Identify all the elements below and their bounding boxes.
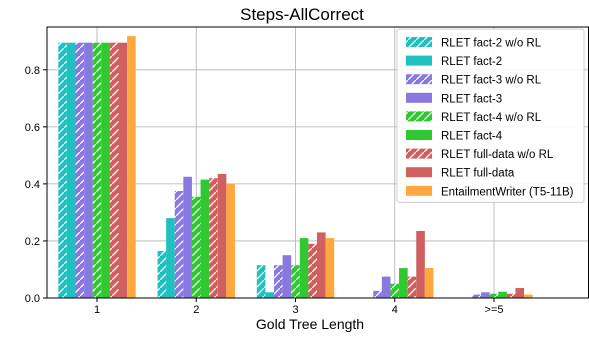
- legend-swatch-hatch: [406, 74, 432, 85]
- bar: [498, 291, 507, 298]
- legend-swatch: [406, 185, 432, 196]
- x-tick-label: 4: [392, 304, 398, 316]
- bar-hatch: [209, 178, 218, 298]
- legend-swatch: [406, 92, 432, 103]
- bar: [217, 173, 227, 298]
- bar: [66, 42, 76, 299]
- bar-hatch: [274, 265, 283, 298]
- bar-hatch: [75, 42, 85, 299]
- legend-label: RLET fact-3 w/o RL: [441, 75, 542, 87]
- bar-hatch: [174, 191, 184, 298]
- bar-hatch: [157, 250, 167, 298]
- y-tick-label: 0.8: [25, 65, 40, 77]
- bar: [166, 218, 175, 298]
- bar: [399, 268, 408, 298]
- chart-title: Steps-AllCorrect: [240, 5, 364, 24]
- bar-hatch: [191, 196, 201, 298]
- bar-hatch: [308, 243, 317, 298]
- bar-hatch: [506, 293, 516, 298]
- bar-hatch: [58, 42, 67, 299]
- legend-label: RLET fact-4 w/o RL: [441, 112, 542, 124]
- legend-label: RLET full-data: [441, 168, 515, 180]
- x-axis-label: Gold Tree Length: [256, 316, 364, 332]
- bar: [265, 292, 274, 298]
- bar-hatch: [291, 265, 300, 298]
- bar: [515, 288, 525, 298]
- y-tick-label: 0.6: [25, 122, 40, 134]
- legend-label: EntailmentWriter (T5-11B): [441, 186, 574, 198]
- bar: [524, 294, 533, 298]
- legend-label: RLET full-data w/o RL: [441, 149, 554, 161]
- bar: [481, 292, 490, 298]
- bar: [226, 183, 235, 298]
- bar-hatch: [373, 290, 382, 298]
- bar: [101, 42, 110, 299]
- x-tick-label: >=5: [485, 304, 504, 316]
- legend-swatch: [406, 130, 432, 140]
- y-tick-label: 0.4: [25, 179, 40, 191]
- legend-swatch-hatch: [406, 111, 432, 122]
- bar: [127, 36, 136, 299]
- legend-label: RLET fact-4: [441, 131, 503, 143]
- legend-label: RLET fact-2 w/o RL: [441, 38, 542, 50]
- bar: [317, 232, 326, 298]
- bar: [424, 268, 434, 298]
- x-tick-label: 2: [193, 304, 199, 316]
- bar: [325, 238, 335, 298]
- legend-label: RLET fact-2: [441, 56, 502, 68]
- bar-hatch: [109, 42, 119, 299]
- legend: RLET fact-2 w/o RL RLET fact-2 RLET fact-3…: [396, 28, 585, 203]
- legend-label: RLET fact-3: [441, 93, 502, 105]
- bar: [282, 255, 292, 298]
- y-tick-label: 0.0: [25, 293, 40, 305]
- bar-hatch: [407, 276, 417, 298]
- bar: [299, 238, 309, 298]
- x-tick-label: 1: [94, 304, 100, 316]
- bar-hatch: [92, 42, 102, 299]
- bar: [200, 179, 210, 298]
- legend-swatch-hatch: [406, 148, 432, 159]
- bar: [84, 42, 93, 299]
- bar: [381, 276, 391, 298]
- bar-hatch: [472, 294, 482, 298]
- bar: [183, 176, 192, 298]
- bar-hatch: [256, 265, 266, 298]
- bar: [416, 230, 425, 298]
- legend-swatch: [406, 167, 432, 178]
- bar-layer: [58, 36, 533, 299]
- y-tick-label: 0.2: [25, 236, 40, 248]
- x-tick-label: 3: [292, 304, 298, 316]
- bar: [118, 42, 128, 299]
- legend-swatch: [406, 55, 432, 66]
- legend-box: [396, 28, 585, 203]
- legend-swatch-hatch: [406, 37, 432, 47]
- bar-hatch: [390, 283, 400, 298]
- bar-hatch: [489, 293, 499, 298]
